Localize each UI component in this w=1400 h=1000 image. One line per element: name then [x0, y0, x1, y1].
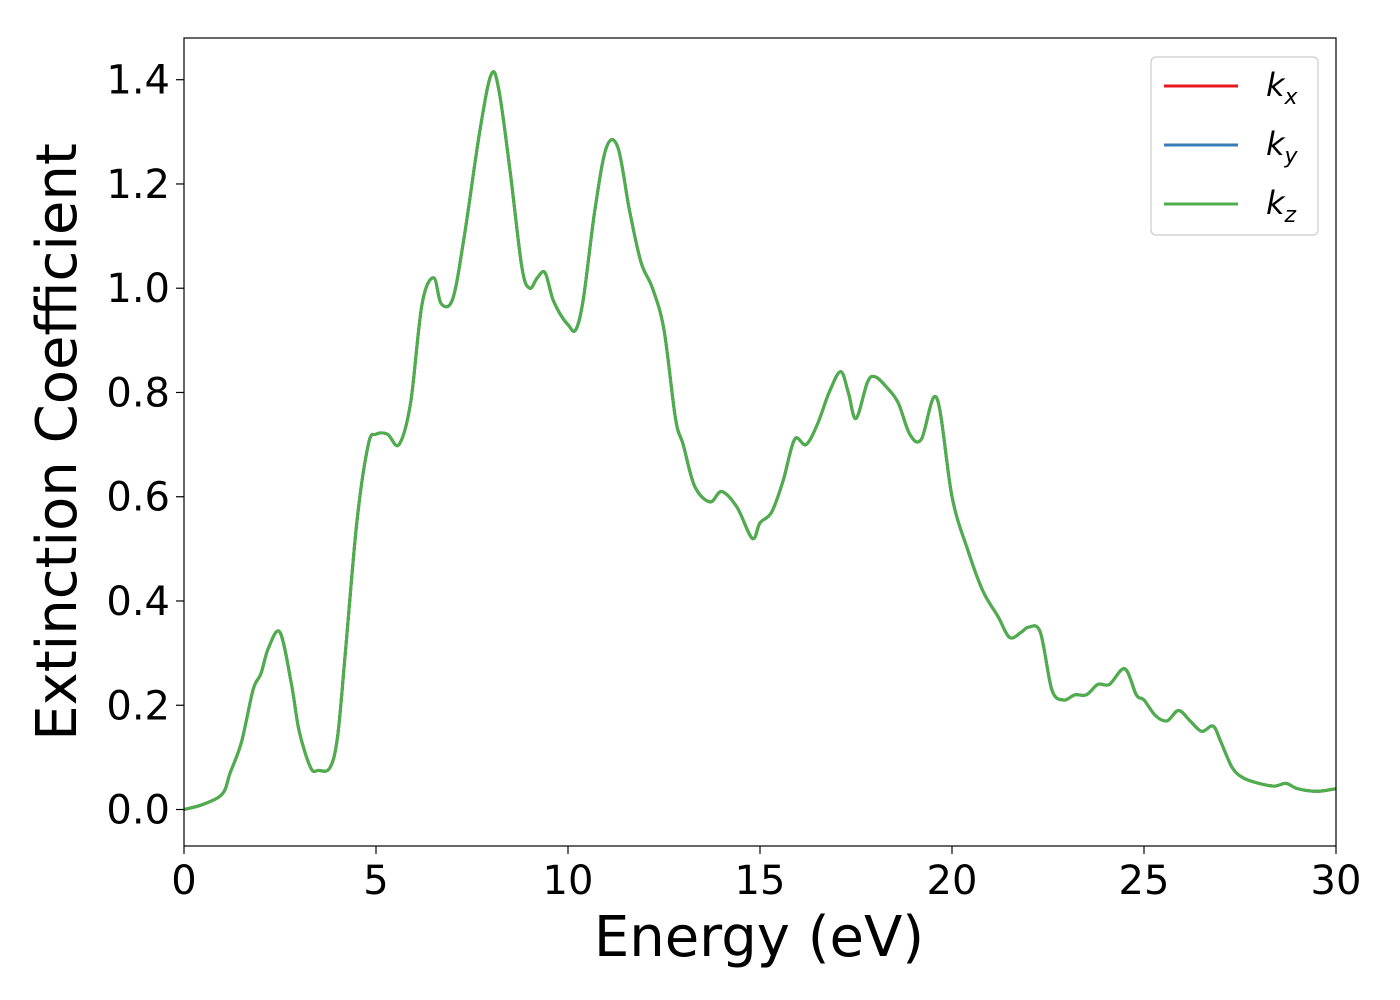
y-tick-label: 1.4: [106, 58, 170, 104]
y-tick-label: 0.4: [106, 579, 170, 625]
x-axis-title: Energy (eV): [594, 905, 924, 970]
y-tick-label: 0.2: [106, 683, 170, 729]
y-tick-label: 0.8: [106, 370, 170, 416]
y-axis-title: Extinction Coefficient: [25, 143, 90, 741]
series-lines: [183, 70, 1337, 811]
x-tick-label: 25: [1119, 858, 1170, 904]
x-tick-label: 20: [927, 858, 978, 904]
axis-ticks: 0 5 10 15 20 25 30 0.0 0.2 0.4 0.6 0.8 1.0 1.2 1.4: [106, 58, 1361, 904]
x-tick-label: 30: [1311, 858, 1362, 904]
y-tick-label: 1.2: [106, 162, 170, 208]
legend-label-ky: ky: [1266, 125, 1299, 169]
y-tick-label: 0.6: [106, 475, 170, 521]
y-tick-label: 0.0: [106, 788, 170, 834]
y-tick-label: 1.0: [106, 266, 170, 312]
series-line-kz: [183, 70, 1337, 811]
x-tick-label: 15: [735, 858, 786, 904]
x-tick-label: 0: [171, 858, 196, 904]
x-tick-label: 10: [543, 858, 594, 904]
x-tick-label: 5: [363, 858, 388, 904]
legend-label-kx: kx: [1266, 66, 1299, 110]
plot-frame: [183, 37, 1337, 847]
